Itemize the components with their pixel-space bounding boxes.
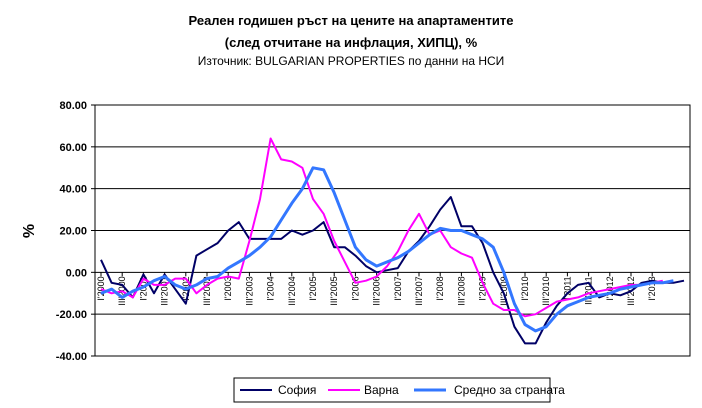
chart-subtitle: (след отчитане на инфлация, ХИПЦ), % — [224, 35, 478, 50]
y-tick-label: 40.00 — [59, 184, 87, 196]
x-tick-label: I'2007 — [393, 276, 403, 300]
x-tick-label: I'2003 — [223, 276, 233, 300]
y-axis-label: % — [21, 224, 38, 238]
y-tick-label: 0.00 — [66, 267, 87, 279]
x-tick-label: III'2001 — [160, 276, 170, 305]
x-tick-label: I'2000 — [96, 276, 106, 300]
x-tick-label: I'2006 — [350, 276, 360, 300]
y-tick-label: 20.00 — [59, 226, 87, 238]
x-tick-label: I'2013 — [647, 276, 657, 300]
x-tick-label: III'2009 — [499, 276, 509, 305]
x-tick-label: III'2004 — [287, 276, 297, 305]
x-tick-label: I'2005 — [308, 276, 318, 300]
chart-title: Реален годишен ръст на цените на апартам… — [188, 13, 514, 28]
x-tick-label: III'2008 — [456, 276, 466, 305]
x-tick-label: I'2010 — [520, 276, 530, 300]
x-tick-label: III'2010 — [541, 276, 551, 305]
series-line-3 — [100, 166, 674, 333]
y-tick-label: -20.00 — [56, 309, 87, 321]
x-tick-label: III'2003 — [244, 276, 254, 305]
legend-box — [233, 377, 551, 403]
x-tick-label: III'2002 — [202, 276, 212, 305]
x-tick-label: I'2009 — [478, 276, 488, 300]
chart-source-note: Източник: BULGARIAN PROPERTIES по данни … — [197, 54, 505, 68]
x-tick-label: III'2006 — [372, 276, 382, 305]
x-tick-label: I'2011 — [562, 276, 572, 300]
y-tick-label: 80.00 — [59, 100, 87, 112]
series-line-1 — [100, 196, 685, 345]
y-tick-label: -40.00 — [56, 351, 87, 363]
legend-label: София — [278, 383, 316, 397]
y-tick-label: 60.00 — [59, 142, 87, 154]
x-tick-label: III'2005 — [329, 276, 339, 305]
x-tick-label: III'2007 — [414, 276, 424, 305]
x-tick-label: I'2004 — [266, 276, 276, 300]
x-tick-label: I'2008 — [435, 276, 445, 300]
legend-label: Средно за страната — [454, 383, 565, 397]
legend-label: Варна — [364, 383, 399, 397]
x-tick-label: III'2011 — [584, 276, 594, 305]
series-line-2 — [100, 137, 663, 318]
